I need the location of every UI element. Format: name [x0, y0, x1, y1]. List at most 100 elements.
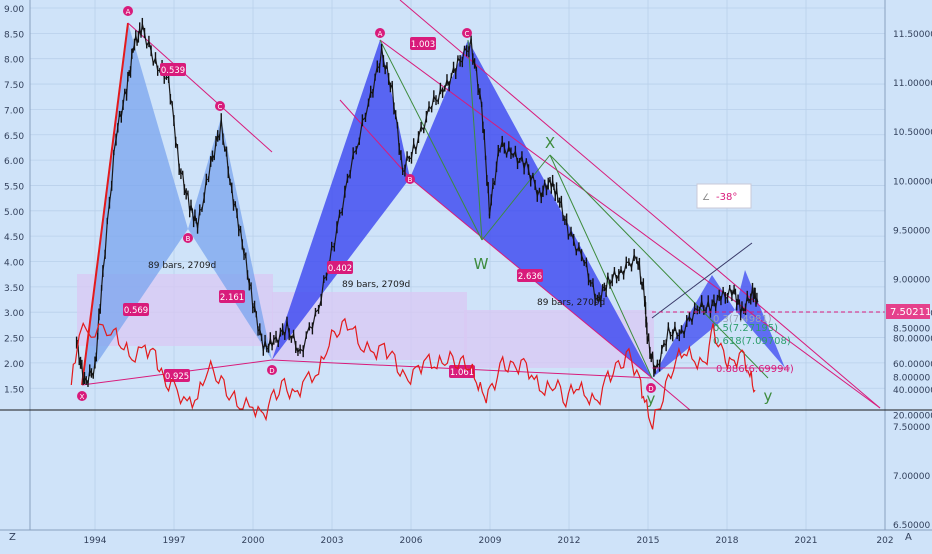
time-tick-label: 2003	[321, 536, 344, 546]
point-letter: D	[648, 385, 653, 393]
current-price-text: 7.50211	[890, 307, 931, 318]
green-wave-lines	[379, 39, 769, 379]
ratio-badge	[410, 37, 436, 50]
point-letter: B	[186, 235, 191, 243]
pattern1-xab	[82, 23, 188, 385]
ratio-badges: 0.539 0.569 0.925 2.161 1.003 0.402 2.636 1.061	[123, 37, 543, 382]
rsi-tick-label: 40.00000	[893, 386, 932, 396]
point-marker	[183, 233, 193, 243]
angle-label: -38°	[716, 192, 737, 203]
left-tick-label: 7.00	[4, 106, 24, 116]
right-tick-label: 7.00000	[893, 472, 930, 482]
point-letter: B	[408, 176, 413, 184]
rsi-tick-label: 80.00000	[893, 335, 932, 345]
ratio-label: 2.161	[220, 293, 244, 303]
pattern2-xab	[272, 40, 410, 360]
ratio-label: 0.539	[161, 66, 185, 76]
right-tick-label: 10.50000	[893, 128, 932, 138]
ratio-badge	[327, 261, 353, 274]
ratio-badge	[160, 63, 186, 76]
corner-left: Z	[9, 532, 16, 543]
bars-text-1: 89 bars, 2709d	[148, 261, 216, 271]
wave-label: y	[764, 387, 773, 405]
candle-bars	[75, 17, 758, 387]
point-letter: A	[378, 30, 383, 38]
time-tick-label: 2006	[400, 536, 423, 546]
point-letter: C	[465, 30, 470, 38]
point-letter: X	[80, 393, 85, 401]
time-tick-label: 2018	[716, 536, 739, 546]
point-marker	[462, 28, 472, 38]
point-marker	[77, 391, 87, 401]
ratio-badge	[517, 269, 543, 282]
wave-label: X	[545, 134, 555, 152]
right-tick-label: 9.50000	[893, 226, 930, 236]
wave-label: y	[647, 390, 656, 408]
pattern1-xa-line	[81, 22, 129, 386]
time-tick-label: 1997	[163, 536, 186, 546]
left-tick-label: 5.00	[4, 208, 24, 218]
right-tick-label: 6.50000	[893, 521, 930, 531]
left-tick-label: 3.00	[4, 309, 24, 319]
fib-level-1: 0.5(7.27195)	[713, 323, 778, 334]
point-marker	[123, 6, 133, 16]
point-marker	[375, 28, 385, 38]
time-tick-label: 2000	[242, 536, 265, 546]
fib-level-3: 0.886(6.69994)	[716, 364, 794, 375]
point-letter: A	[126, 8, 131, 16]
right-tick-label: 10.00000	[893, 177, 932, 187]
rsi-tick-label: 60.00000	[893, 360, 932, 370]
ratio-badge	[123, 303, 149, 316]
fib-level-0: 0.3(7.4981)	[713, 314, 772, 325]
left-tick-label: 3.50	[4, 284, 24, 294]
rsi-line	[70, 317, 756, 430]
right-tick-label: 11.00000	[893, 79, 932, 89]
ratio-label: 0.569	[124, 306, 148, 316]
time-tick-label: 2015	[637, 536, 660, 546]
left-tick-label: 9.00	[4, 5, 24, 15]
right-tick-label: 8.50000	[893, 325, 930, 335]
upper-channel-line	[651, 242, 753, 319]
ratio-label: 0.402	[328, 264, 352, 274]
fib-level-2: 0.618(7.09708)	[713, 336, 791, 347]
left-tick-label: 2.50	[4, 335, 24, 345]
ratio-badge	[449, 365, 475, 378]
ratio-label: 1.003	[411, 40, 435, 50]
ratio-label: 1.061	[450, 368, 474, 378]
point-labels: X A B C D A B C D X Wy y	[77, 6, 773, 408]
right-tick-label: 7.50000	[893, 423, 930, 433]
left-tick-label: 1.50	[4, 385, 24, 395]
time-tick-label: 202	[876, 536, 893, 546]
left-price-axis: 9.00 8.50 8.00 7.50 7.00 6.50 6.00 5.50 5.00 4.50…	[4, 5, 24, 395]
left-tick-label: 4.50	[4, 233, 24, 243]
bars-text-2: 89 bars, 2709d	[342, 280, 410, 290]
left-tick-label: 8.50	[4, 30, 24, 40]
ratio-label: 0.925	[165, 372, 189, 382]
left-tick-label: 2.00	[4, 360, 24, 370]
point-marker	[267, 365, 277, 375]
left-tick-label: 6.50	[4, 132, 24, 142]
wave-label: W	[474, 255, 489, 273]
bars-text-3: 89 bars, 2709d	[537, 298, 605, 308]
time-axis: 1994 1997 2000 2003 2006 2009 2012 2015 2018 2021…	[84, 536, 894, 546]
point-letter: D	[269, 367, 274, 375]
right-tick-label: 8.00000	[893, 374, 930, 384]
angle-glyph: ∠	[702, 193, 710, 203]
ratio-label: 2.636	[518, 272, 542, 282]
time-tick-label: 2009	[479, 536, 502, 546]
rsi-tick-label: 20.00000	[893, 411, 932, 421]
point-marker	[405, 174, 415, 184]
time-tick-label: 2021	[795, 536, 818, 546]
point-marker	[215, 101, 225, 111]
ratio-badge	[219, 290, 245, 303]
right-price-axis: 11.50000 11.00000 10.50000 10.00000 9.50000 9…	[893, 30, 932, 531]
point-marker	[646, 383, 656, 393]
left-tick-label: 7.50	[4, 81, 24, 91]
ratio-badge	[164, 369, 190, 382]
current-price-badge	[886, 304, 930, 319]
left-tick-label: 8.00	[4, 56, 24, 66]
left-tick-label: 4.00	[4, 259, 24, 269]
time-tick-label: 2012	[558, 536, 581, 546]
